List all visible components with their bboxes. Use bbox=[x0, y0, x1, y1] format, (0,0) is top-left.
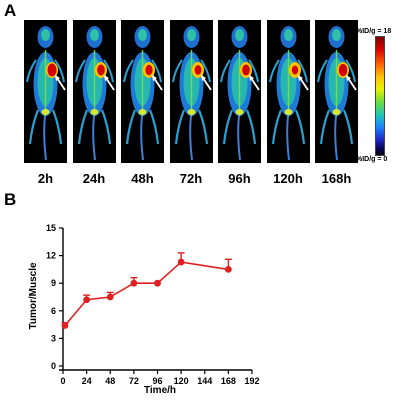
x-tick-label: 192 bbox=[244, 376, 259, 386]
x-tick-label: 168 bbox=[221, 376, 236, 386]
timepoint-label-96h: 96h bbox=[228, 171, 251, 186]
x-tick-label: 120 bbox=[174, 376, 189, 386]
tumor-muscle-chart: 0 3 6 9 12 15 0 24 48 72 96 120 144 168 192 Tumor/Musc… bbox=[28, 223, 260, 396]
timepoint-label-24h: 24h bbox=[82, 171, 106, 186]
colorbar-max-label: %ID/g = 18 bbox=[356, 28, 392, 35]
data-point bbox=[224, 266, 232, 273]
pet-scan-96h bbox=[218, 20, 261, 163]
x-tick-label: 144 bbox=[197, 376, 212, 386]
x-tick-label: 96 bbox=[152, 376, 162, 386]
y-tick-label: 0 bbox=[51, 361, 56, 371]
timepoint-label-48h: 48h bbox=[131, 171, 154, 186]
x-tick-label: 72 bbox=[129, 376, 139, 386]
y-tick-label: 15 bbox=[46, 223, 56, 233]
tumor-arrow-icon bbox=[346, 75, 357, 91]
pet-scan-120h bbox=[266, 20, 310, 163]
y-tick-label: 9 bbox=[51, 278, 56, 288]
x-tick-label: 24 bbox=[82, 376, 92, 386]
x-tick-label: 48 bbox=[105, 376, 115, 386]
tumor-arrow-icon bbox=[152, 75, 163, 91]
timepoint-label-2h: 2h bbox=[37, 171, 54, 186]
data-point bbox=[106, 293, 114, 301]
tumor-arrow-icon bbox=[103, 75, 115, 91]
tumor-arrow-icon bbox=[55, 75, 66, 91]
panel-b-letter: B bbox=[4, 190, 17, 209]
timepoint-label-168h: 168h bbox=[321, 171, 352, 186]
data-point bbox=[177, 258, 185, 266]
pet-scan-48h bbox=[121, 20, 164, 163]
y-tick-label: 6 bbox=[51, 306, 56, 316]
pet-scan-72h bbox=[169, 20, 213, 163]
series-line bbox=[64, 261, 229, 327]
data-point bbox=[83, 296, 91, 304]
pet-scan-2h bbox=[24, 20, 67, 163]
x-tick-label: 0 bbox=[60, 376, 65, 386]
colorbar-min-label: %ID/g = 0 bbox=[356, 156, 388, 163]
colorbar bbox=[375, 36, 385, 156]
timepoint-label-120h: 120h bbox=[273, 171, 303, 186]
pet-scan-strip: 2h 24h 48h 72h 96h 120h 168h bbox=[24, 20, 372, 186]
data-point bbox=[154, 279, 161, 287]
y-tick-label: 12 bbox=[46, 251, 56, 261]
pet-scan-168h bbox=[315, 20, 358, 163]
timepoint-label-72h: 72h bbox=[179, 171, 203, 186]
pet-scan-24h bbox=[72, 20, 116, 163]
data-point bbox=[130, 279, 138, 287]
tumor-arrow-icon bbox=[200, 75, 212, 91]
tumor-arrow-icon bbox=[249, 75, 260, 91]
data-point bbox=[61, 322, 69, 329]
panel-a-letter: A bbox=[4, 1, 17, 20]
y-axis-title: Tumor/Muscle bbox=[28, 262, 39, 329]
y-tick-label: 3 bbox=[51, 333, 56, 343]
x-axis-title: Time/h bbox=[144, 385, 176, 396]
tumor-arrow-icon bbox=[297, 75, 309, 91]
